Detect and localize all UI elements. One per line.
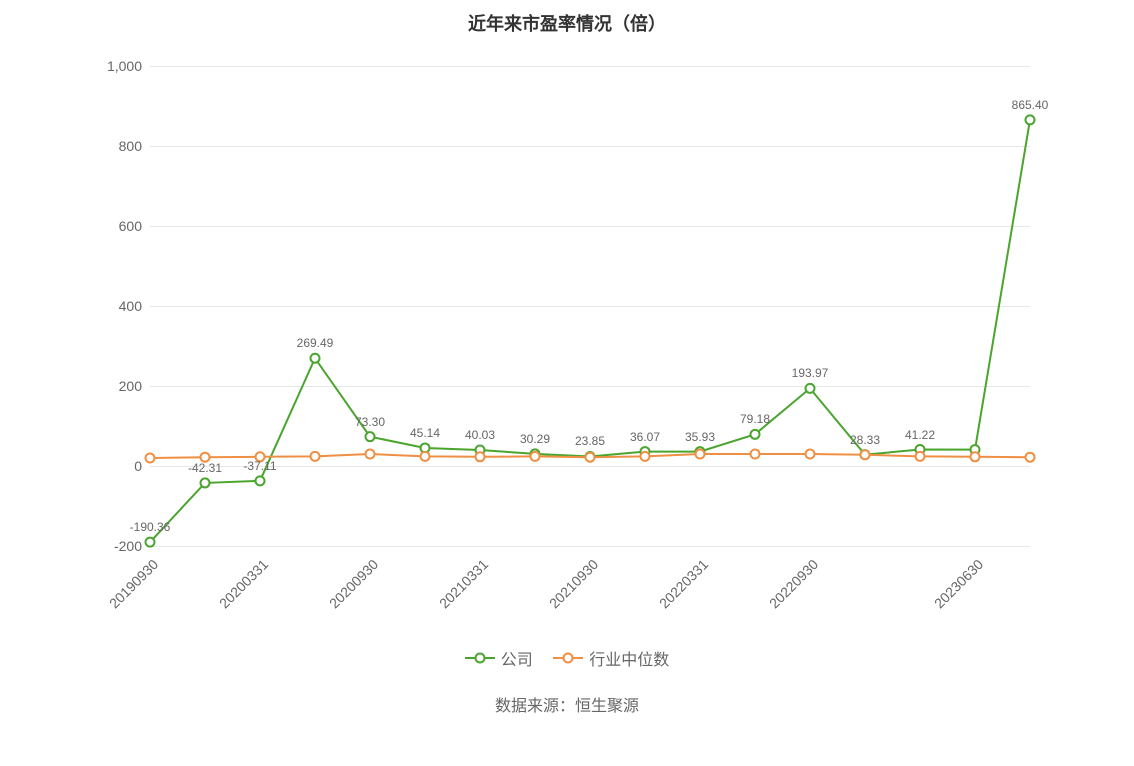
- series-point[interactable]: [311, 354, 320, 363]
- x-tick-label: 20200331: [216, 556, 271, 611]
- series-point[interactable]: [146, 454, 155, 463]
- point-label: 41.22: [905, 428, 935, 442]
- legend-label-median: 行业中位数: [589, 646, 669, 670]
- x-tick-label: 20200930: [326, 556, 381, 611]
- pe-ratio-chart: 近年来市盈率情况（倍） -20002004006008001,000201909…: [0, 0, 1134, 716]
- series-point[interactable]: [201, 478, 210, 487]
- chart-legend: 公司 行业中位数: [40, 646, 1094, 670]
- series-point[interactable]: [751, 450, 760, 459]
- series-point[interactable]: [861, 450, 870, 459]
- legend-swatch-company: [465, 651, 495, 665]
- data-source-value: 恒生聚源: [575, 698, 639, 715]
- series-point[interactable]: [806, 450, 815, 459]
- point-label: 30.29: [520, 432, 550, 446]
- series-point[interactable]: [1026, 453, 1035, 462]
- point-label: 45.14: [410, 426, 440, 440]
- series-point[interactable]: [641, 452, 650, 461]
- series-point[interactable]: [366, 432, 375, 441]
- series-point[interactable]: [586, 453, 595, 462]
- series-point[interactable]: [751, 430, 760, 439]
- x-tick-label: 20230630: [931, 556, 986, 611]
- series-point[interactable]: [476, 452, 485, 461]
- series-point[interactable]: [366, 450, 375, 459]
- series-point[interactable]: [146, 538, 155, 547]
- series-point[interactable]: [311, 452, 320, 461]
- series-point[interactable]: [916, 452, 925, 461]
- gridline: [150, 546, 1030, 547]
- x-tick-label: 20210331: [436, 556, 491, 611]
- series-point[interactable]: [421, 452, 430, 461]
- chart-plot-area: -20002004006008001,000201909302020033120…: [150, 66, 1030, 546]
- point-label: -42.31: [188, 461, 222, 475]
- legend-item-median[interactable]: 行业中位数: [553, 646, 669, 670]
- point-label: 28.33: [850, 433, 880, 447]
- point-label: 40.03: [465, 428, 495, 442]
- legend-swatch-median: [553, 651, 583, 665]
- point-label: -37.11: [243, 459, 276, 473]
- y-tick-label: 400: [119, 298, 150, 314]
- series-point[interactable]: [696, 450, 705, 459]
- point-label: 193.97: [792, 366, 829, 380]
- point-label: 79.18: [740, 412, 770, 426]
- data-source: 数据来源：恒生聚源: [40, 692, 1094, 716]
- series-point[interactable]: [971, 452, 980, 461]
- chart-svg: [150, 66, 1030, 546]
- series-point[interactable]: [806, 384, 815, 393]
- series-line: [150, 120, 1030, 542]
- y-tick-label: 800: [119, 138, 150, 154]
- point-label: 35.93: [685, 430, 715, 444]
- y-tick-label: -200: [114, 538, 150, 554]
- x-tick-label: 20220930: [766, 556, 821, 611]
- x-tick-label: 20210930: [546, 556, 601, 611]
- series-point[interactable]: [1026, 115, 1035, 124]
- series-point[interactable]: [256, 476, 265, 485]
- point-label: 73.30: [355, 415, 385, 429]
- x-tick-label: 20220331: [656, 556, 711, 611]
- data-source-label: 数据来源：: [495, 698, 575, 715]
- y-tick-label: 200: [119, 378, 150, 394]
- chart-title: 近年来市盈率情况（倍）: [40, 10, 1094, 36]
- legend-label-company: 公司: [501, 646, 533, 670]
- series-point[interactable]: [531, 452, 540, 461]
- x-tick-label: 20190930: [106, 556, 161, 611]
- point-label: -190.36: [130, 520, 171, 534]
- point-label: 36.07: [630, 430, 660, 444]
- point-label: 23.85: [575, 434, 605, 448]
- y-tick-label: 600: [119, 218, 150, 234]
- y-tick-label: 1,000: [107, 58, 150, 74]
- point-label: 865.40: [1012, 98, 1049, 112]
- legend-item-company[interactable]: 公司: [465, 646, 533, 670]
- point-label: 269.49: [297, 336, 334, 350]
